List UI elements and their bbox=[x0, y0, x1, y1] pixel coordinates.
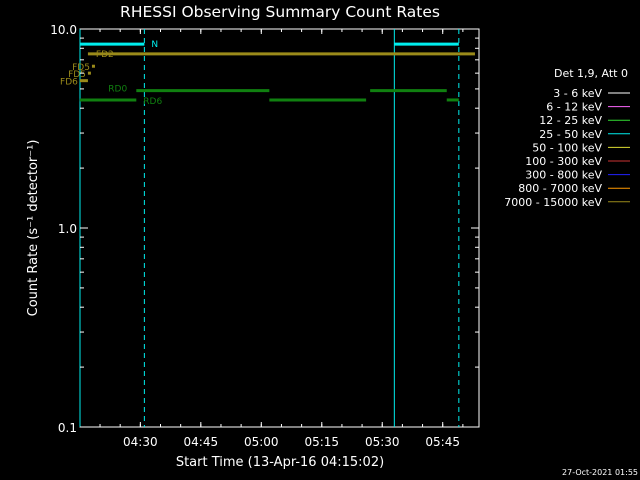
legend-entry-label: 7000 - 15000 keV bbox=[504, 196, 602, 209]
x-tick-label: 05:45 bbox=[425, 435, 460, 449]
chart-title: RHESSI Observing Summary Count Rates bbox=[120, 3, 440, 21]
y-tick-label: 1.0 bbox=[58, 222, 77, 236]
x-tick-label: 05:15 bbox=[304, 435, 339, 449]
series-label-fd6: FD6 bbox=[60, 78, 78, 88]
series-label-fd5: FD5 bbox=[72, 63, 90, 73]
series-label-fd2: FD2 bbox=[96, 50, 114, 60]
x-tick-label: 04:45 bbox=[184, 435, 219, 449]
series-label-fd5: FD5 bbox=[68, 70, 86, 80]
footer-timestamp: 27-Oct-2021 01:55 bbox=[562, 468, 638, 477]
x-tick-label: 05:00 bbox=[244, 435, 279, 449]
x-axis: 04:30 04:45 05:00 05:15 05:30 05:45 bbox=[99, 29, 464, 449]
plot-frame bbox=[79, 28, 480, 428]
legend-entry-label: 300 - 800 keV bbox=[525, 169, 602, 182]
x-tick-label: 05:30 bbox=[365, 435, 400, 449]
series-label-rd6: RD6 bbox=[143, 97, 162, 107]
series-label-rd0: RD0 bbox=[108, 85, 127, 95]
y-axis: 0.1 1.0 10.0 bbox=[50, 23, 479, 435]
series-label-n: N bbox=[151, 40, 158, 50]
legend-entry-label: 800 - 7000 keV bbox=[518, 182, 602, 195]
legend-entry-label: 6 - 12 keV bbox=[546, 101, 602, 114]
legend-entry-label: 50 - 100 keV bbox=[532, 141, 602, 154]
y-axis-label: Count Rate (s⁻¹ detector⁻¹) bbox=[26, 140, 41, 317]
x-tick-label: 04:30 bbox=[123, 435, 158, 449]
x-axis-label: Start Time (13-Apr-16 04:15:02) bbox=[176, 455, 384, 470]
legend-entry-label: 3 - 6 keV bbox=[553, 87, 602, 100]
y-tick-label: 0.1 bbox=[58, 421, 77, 435]
legend-title: Det 1,9, Att 0 bbox=[554, 67, 628, 80]
legend-entry-label: 100 - 300 keV bbox=[525, 155, 602, 168]
y-tick-label: 10.0 bbox=[50, 23, 77, 37]
legend-entry-label: 12 - 25 keV bbox=[539, 114, 602, 127]
legend-entry-label: 25 - 50 keV bbox=[539, 128, 602, 141]
